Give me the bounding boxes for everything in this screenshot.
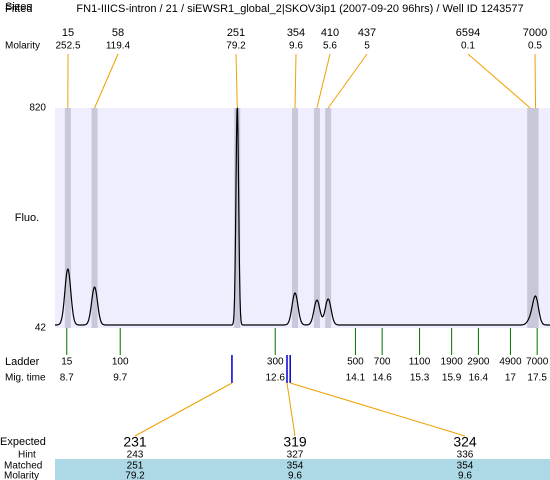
- expected-size: 324: [453, 434, 477, 450]
- matched-size: 251: [127, 461, 144, 472]
- expected-connector: [286, 382, 296, 437]
- y-tick-label: 820: [29, 103, 46, 114]
- ladder-size: 1900: [441, 357, 464, 368]
- expected-connector: [134, 382, 233, 437]
- expected-label: Expected: [0, 436, 46, 448]
- molarity-label-bottom: Molarity: [4, 471, 39, 480]
- peak-band: [532, 108, 539, 328]
- peak-connector: [467, 53, 531, 109]
- peak-band: [292, 108, 299, 328]
- y-axis-label: Fluo.: [15, 212, 39, 224]
- ladder-size: 2900: [467, 357, 490, 368]
- ladder-size: 4900: [499, 357, 522, 368]
- peak-size: 354: [287, 27, 305, 39]
- peak-molarity: 5: [364, 41, 370, 52]
- plot-area: [55, 108, 550, 328]
- ladder-time: 15.9: [442, 373, 462, 384]
- peak-molarity: 79.2: [226, 41, 246, 52]
- fitted-label: Fitted: [5, 3, 33, 15]
- matched-size: 354: [287, 461, 304, 472]
- ladder-time: 14.1: [346, 373, 366, 384]
- peak-molarity: 9.6: [289, 41, 303, 52]
- peak-molarity: 252.5: [55, 41, 80, 52]
- expected-connector: [290, 382, 466, 437]
- matched-size: 354: [457, 461, 474, 472]
- ladder-time: 8.7: [60, 373, 74, 384]
- ladder-time: 12.6: [266, 373, 286, 384]
- peak-band: [527, 108, 534, 328]
- peak-connector: [94, 53, 119, 109]
- peak-size: 58: [112, 27, 124, 39]
- expected-size: 231: [123, 434, 147, 450]
- ladder-size: 100: [112, 357, 129, 368]
- peak-molarity: 119.4: [106, 41, 131, 52]
- peak-connector: [235, 53, 238, 109]
- hint-size: 336: [457, 450, 474, 461]
- peak-size: 437: [358, 27, 376, 39]
- peak-connector: [327, 53, 368, 109]
- peak-molarity: 0.5: [528, 41, 542, 52]
- mig-time-label: Mig. time: [5, 373, 46, 384]
- ladder-size: 1100: [409, 357, 431, 368]
- ladder-size: 700: [374, 357, 391, 368]
- ladder-label: Ladder: [5, 356, 40, 368]
- peak-band: [325, 108, 332, 328]
- peak-size: 410: [321, 27, 339, 39]
- molarity-label: Molarity: [5, 41, 40, 52]
- peak-band: [313, 108, 320, 328]
- hint-size: 327: [287, 450, 304, 461]
- ladder-size: 7000: [526, 357, 549, 368]
- ladder-size: 15: [61, 357, 73, 368]
- matched-band: [55, 459, 550, 480]
- expected-size: 319: [283, 434, 307, 450]
- ladder-time: 17: [505, 373, 517, 384]
- y-tick-label: 42: [35, 323, 47, 334]
- peak-band: [234, 108, 241, 328]
- peak-size: 251: [227, 27, 245, 39]
- matched-molarity: 9.6: [288, 471, 302, 480]
- peak-size: 6594: [456, 27, 480, 39]
- hint-label: Hint: [18, 450, 36, 461]
- ladder-time: 9.7: [113, 373, 127, 384]
- matched-molarity: 79.2: [125, 471, 145, 480]
- peak-connector: [316, 53, 331, 109]
- ladder-time: 17.5: [527, 373, 547, 384]
- matched-molarity: 9.6: [458, 471, 472, 480]
- peak-molarity: 5.6: [323, 41, 337, 52]
- title: FN1-IIICS-intron / 21 / siEWSR1_global_2…: [76, 3, 523, 15]
- ladder-time: 16.4: [469, 373, 489, 384]
- sizes-label: Sizes: [5, 1, 32, 13]
- ladder-size: 500: [347, 357, 364, 368]
- peak-connector: [294, 53, 297, 109]
- peak-connector: [534, 53, 537, 109]
- ladder-time: 15.3: [410, 373, 430, 384]
- peak-band: [64, 108, 71, 328]
- hint-size: 243: [127, 450, 144, 461]
- peak-molarity: 0.1: [461, 41, 475, 52]
- peak-band: [91, 108, 98, 328]
- ladder-size: 300: [267, 357, 284, 368]
- matched-label: Matched: [4, 461, 42, 472]
- ladder-time: 14.6: [372, 373, 392, 384]
- trace: [55, 107, 550, 326]
- peak-size: 15: [62, 27, 74, 39]
- peak-size: 7000: [523, 27, 547, 39]
